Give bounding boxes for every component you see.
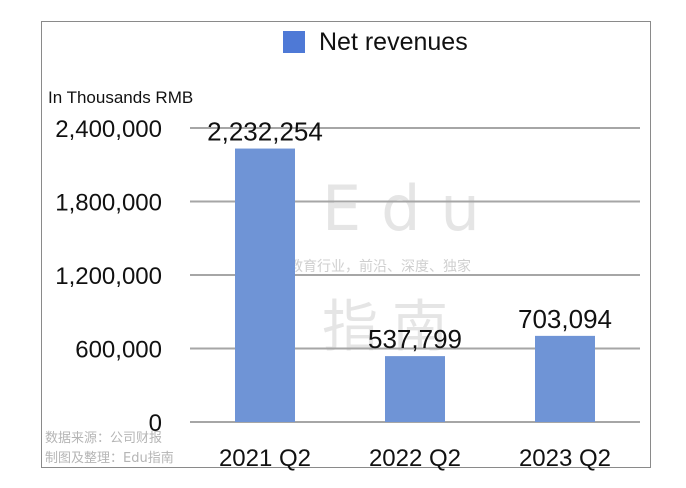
bar [235,148,295,422]
y-tick-label: 2,400,000 [55,116,162,143]
source-line-2: 制图及整理：Edu指南 [45,451,174,466]
legend-label: Net revenues [319,27,468,56]
data-label: 703,094 [518,304,612,334]
bar [385,356,445,422]
watermark-tagline: 教育行业，前沿、深度、独家 [289,259,471,275]
legend: Net revenues [283,28,468,56]
legend-swatch [283,31,305,53]
source-line-1: 数据来源：公司财报 [45,431,163,446]
data-label: 537,799 [368,324,462,354]
y-tick-label: 1,800,000 [55,190,162,217]
y-tick-label: 1,200,000 [55,263,162,290]
source-note: 数据来源：公司财报 制图及整理：Edu指南 [45,429,174,469]
y-tick-label: 0 [149,410,162,437]
x-tick-label: 2021 Q2 [219,445,311,472]
unit-label: In Thousands RMB [48,88,194,107]
y-tick-label: 600,000 [75,337,162,364]
x-tick-label: 2023 Q2 [519,445,611,472]
data-label: 2,232,254 [207,117,323,147]
watermark-brand: Edu [322,172,500,245]
x-tick-label: 2022 Q2 [369,445,461,472]
bar [535,335,595,422]
